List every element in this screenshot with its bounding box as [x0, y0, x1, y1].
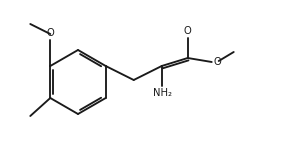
Text: O: O: [214, 57, 221, 67]
Text: O: O: [184, 26, 192, 36]
Text: NH₂: NH₂: [153, 88, 172, 98]
Text: O: O: [46, 28, 54, 38]
